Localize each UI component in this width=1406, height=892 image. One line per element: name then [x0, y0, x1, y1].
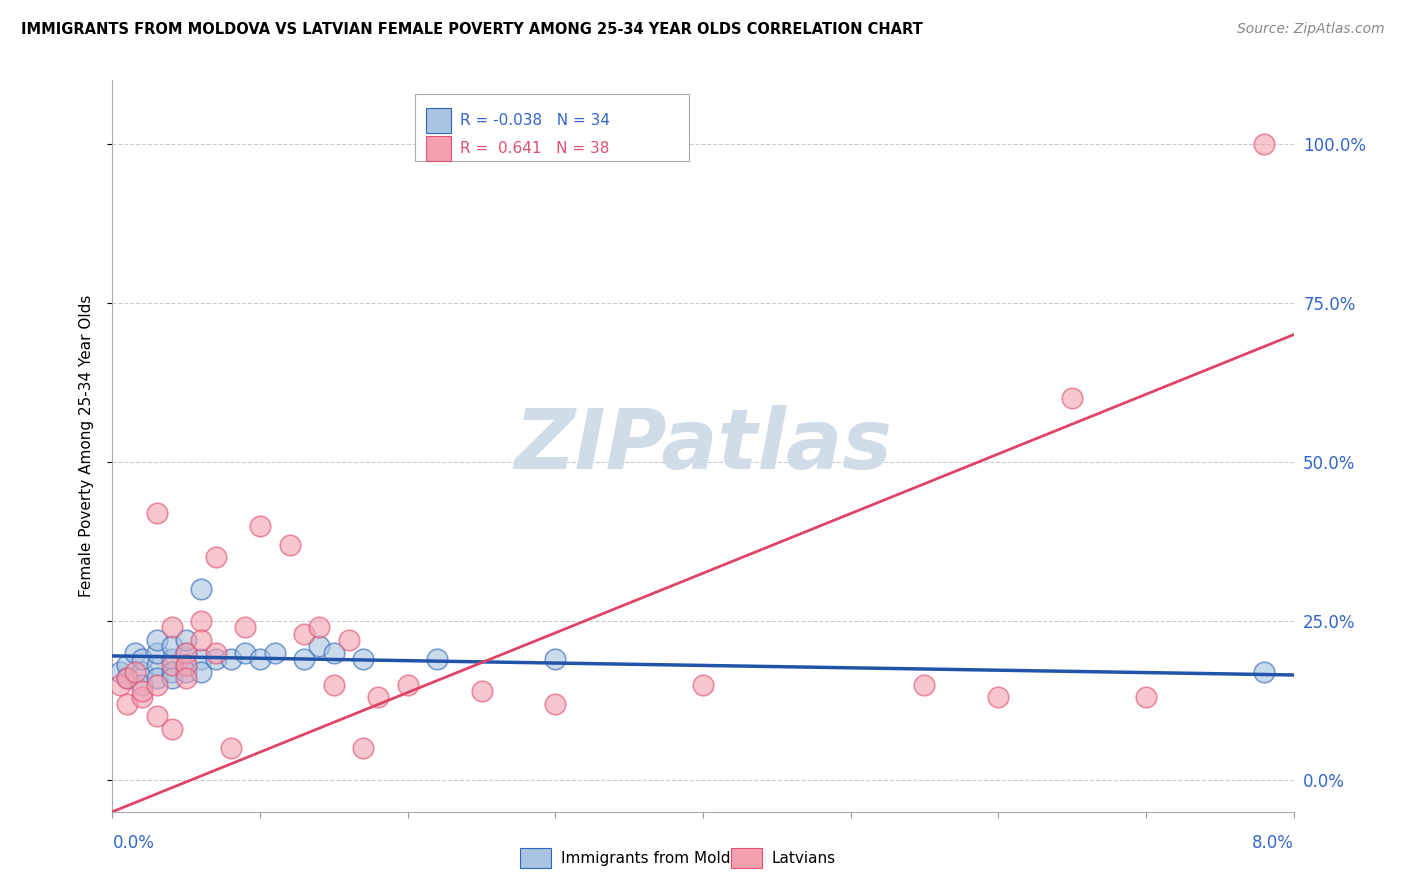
Point — [146, 646, 169, 660]
Point — [146, 709, 169, 723]
Point — [146, 632, 169, 647]
Point — [219, 741, 242, 756]
Text: R =  0.641   N = 38: R = 0.641 N = 38 — [460, 141, 609, 156]
Point — [146, 671, 169, 685]
Point — [131, 652, 153, 666]
Point — [131, 665, 153, 679]
Point — [987, 690, 1010, 705]
Point — [205, 652, 228, 666]
Point — [108, 665, 131, 679]
Text: 8.0%: 8.0% — [1251, 834, 1294, 852]
Text: 0.0%: 0.0% — [112, 834, 155, 852]
Point — [190, 665, 212, 679]
Point — [249, 518, 271, 533]
Point — [174, 646, 197, 660]
Point — [1253, 665, 1275, 679]
Point — [1062, 392, 1084, 406]
Point — [352, 652, 374, 666]
Point — [1135, 690, 1157, 705]
Point — [160, 640, 183, 654]
Point — [131, 684, 153, 698]
Point — [174, 646, 197, 660]
Text: R = -0.038   N = 34: R = -0.038 N = 34 — [460, 113, 610, 128]
Point — [914, 677, 936, 691]
Point — [131, 677, 153, 691]
Point — [692, 677, 714, 691]
Point — [190, 614, 212, 628]
Point — [174, 632, 197, 647]
Point — [249, 652, 271, 666]
Point — [233, 646, 256, 660]
Point — [337, 632, 360, 647]
Point — [352, 741, 374, 756]
Point — [205, 646, 228, 660]
Point — [160, 658, 183, 673]
Point — [190, 582, 212, 596]
Point — [160, 671, 183, 685]
Point — [160, 665, 183, 679]
Point — [124, 665, 146, 679]
Point — [264, 646, 287, 660]
Point — [544, 652, 567, 666]
Point — [117, 671, 138, 685]
Point — [108, 677, 131, 691]
Point — [205, 550, 228, 565]
Point — [146, 658, 169, 673]
Point — [190, 632, 212, 647]
Point — [278, 538, 301, 552]
Point — [1253, 136, 1275, 151]
Point — [323, 677, 346, 691]
Point — [190, 652, 212, 666]
Point — [146, 677, 169, 691]
Point — [219, 652, 242, 666]
Point — [308, 640, 330, 654]
Point — [160, 652, 183, 666]
Point — [174, 658, 197, 673]
Point — [146, 506, 169, 520]
Point — [292, 652, 315, 666]
Y-axis label: Female Poverty Among 25-34 Year Olds: Female Poverty Among 25-34 Year Olds — [79, 295, 94, 597]
Text: Latvians: Latvians — [772, 851, 837, 865]
Point — [308, 620, 330, 634]
Text: Immigrants from Moldova: Immigrants from Moldova — [561, 851, 758, 865]
Point — [396, 677, 419, 691]
Text: IMMIGRANTS FROM MOLDOVA VS LATVIAN FEMALE POVERTY AMONG 25-34 YEAR OLDS CORRELAT: IMMIGRANTS FROM MOLDOVA VS LATVIAN FEMAL… — [21, 22, 922, 37]
Point — [131, 690, 153, 705]
Point — [323, 646, 346, 660]
Text: ZIPatlas: ZIPatlas — [515, 406, 891, 486]
Point — [117, 671, 138, 685]
Point — [367, 690, 389, 705]
Point — [174, 671, 197, 685]
Point — [233, 620, 256, 634]
Point — [117, 697, 138, 711]
Point — [124, 646, 146, 660]
Point — [160, 620, 183, 634]
Point — [174, 658, 197, 673]
Point — [544, 697, 567, 711]
Point — [160, 722, 183, 736]
Text: Source: ZipAtlas.com: Source: ZipAtlas.com — [1237, 22, 1385, 37]
Point — [471, 684, 494, 698]
Point — [174, 665, 197, 679]
Point — [117, 658, 138, 673]
Point — [292, 626, 315, 640]
Point — [426, 652, 449, 666]
